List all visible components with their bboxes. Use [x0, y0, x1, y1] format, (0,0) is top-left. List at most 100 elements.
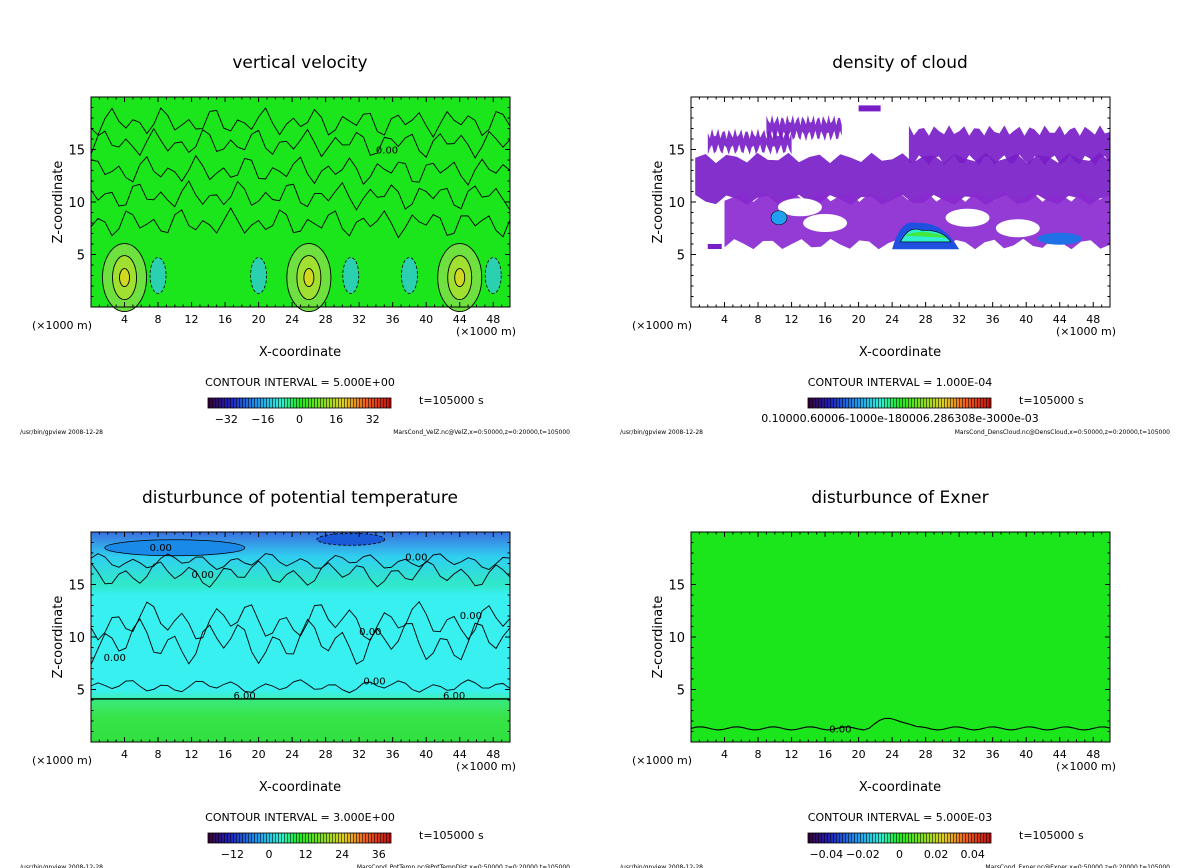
contour-interval: CONTOUR INTERVAL = 5.000E-03 [808, 811, 992, 824]
downdraft-region [484, 257, 502, 294]
y-tick-label: 5 [77, 249, 85, 264]
x-tick-label: 16 [818, 313, 832, 326]
updraft-core-center [454, 268, 466, 288]
colorbar-frame [207, 832, 392, 844]
cold-cell [104, 539, 246, 557]
colorbar-tick-label: 12 [299, 848, 313, 861]
downdraft-region [342, 257, 360, 294]
x-tick-label: 4 [121, 748, 128, 761]
x-tick-label: 20 [852, 748, 866, 761]
field-background [691, 532, 1110, 742]
contour-interval: CONTOUR INTERVAL = 3.000E+00 [205, 811, 395, 824]
x-tick-label: 44 [1053, 313, 1067, 326]
x-tick-label: 24 [285, 313, 299, 326]
contour-label: 0.00 [363, 676, 385, 687]
x-axis-label: X-coordinate [859, 345, 941, 360]
x-tick-label: 24 [285, 748, 299, 761]
contour-interval: CONTOUR INTERVAL = 1.000E-04 [808, 376, 992, 389]
time-label: t=105000 s [1019, 829, 1084, 842]
contour-line [90, 180, 511, 211]
x-tick-label: 4 [721, 748, 728, 761]
contour-interval: CONTOUR INTERVAL = 5.000E+00 [205, 376, 395, 389]
contour-line [690, 717, 1111, 731]
y-tick-label: 10 [68, 196, 85, 211]
chart-title: disturbunce of potential temperature [142, 488, 458, 508]
y-tick-label: 10 [68, 631, 85, 646]
x-tick-label: 28 [919, 313, 933, 326]
x-tick-label: 32 [952, 313, 966, 326]
contour-line [90, 207, 511, 239]
x-tick-label: 40 [1019, 748, 1033, 761]
colorbar-tick-label: −0.04 [809, 848, 843, 861]
x-tick-label: 12 [185, 313, 199, 326]
colorbar-tick-label: −12 [221, 848, 244, 861]
colorbar-tick-label: 0.10000.60006-1000e-180006.286308e-3000e… [761, 412, 1039, 425]
x-tick-label: 8 [155, 748, 162, 761]
x-unit-label-right: (×1000 m) [1056, 760, 1116, 773]
x-tick-label: 16 [818, 748, 832, 761]
x-unit-label-right: (×1000 m) [456, 325, 516, 338]
contour-line [90, 127, 511, 159]
colorbar-tick-label: 0.02 [924, 848, 949, 861]
cloud-gap [945, 208, 990, 227]
contour-line [90, 679, 511, 694]
colorbar-tick-label: 0.04 [960, 848, 985, 861]
x-axis-label: X-coordinate [859, 780, 941, 795]
x-tick-label: 28 [919, 748, 933, 761]
y-tick-label: 10 [668, 196, 685, 211]
x-tick-label: 48 [486, 748, 500, 761]
x-unit-label-left: (×1000 m) [32, 754, 92, 767]
footer-source: MarsCond_VelZ.nc@VelZ,x=0:50000,z=0:2000… [393, 429, 570, 436]
colorbar: −12 0 12 24 36 [207, 832, 392, 861]
colorbar-tick-label: −32 [215, 413, 238, 426]
cloud-core-small [770, 210, 788, 226]
y-tick-label: 15 [68, 144, 85, 159]
x-tick-label: 36 [386, 313, 400, 326]
y-axis-label: Z-coordinate [51, 596, 66, 679]
x-tick-label: 44 [453, 313, 467, 326]
x-tick-label: 28 [319, 748, 333, 761]
time-label: t=105000 s [419, 829, 484, 842]
downdraft-region [250, 257, 268, 294]
contour-label: 0.00 [104, 653, 126, 664]
chart-panel-3: disturbunce of potential temperature 0.00… [20, 488, 570, 868]
colorbar-levels [808, 833, 991, 843]
x-tick-label: 32 [352, 748, 366, 761]
footer-command: /usr/bin/gpview 2008-12-28 [620, 429, 703, 436]
x-unit-label-right: (×1000 m) [456, 760, 516, 773]
x-unit-label-left: (×1000 m) [632, 319, 692, 332]
x-tick-label: 36 [986, 748, 1000, 761]
y-tick-label: 15 [668, 579, 685, 594]
cloud-layer [695, 152, 1110, 206]
x-tick-label: 48 [486, 313, 500, 326]
plot-field: 0.00 [90, 97, 511, 313]
x-tick-label: 44 [453, 748, 467, 761]
y-axis-label: Z-coordinate [51, 161, 66, 244]
cloud-layer [766, 114, 842, 142]
contour-label: 0.00 [192, 570, 214, 581]
x-tick-label: 40 [419, 748, 433, 761]
y-tick-label: 5 [77, 684, 85, 699]
contour-label: 0.00 [359, 627, 381, 638]
x-axis-label: X-coordinate [259, 345, 341, 360]
chart-title: disturbunce of Exner [811, 488, 988, 508]
plot-field [691, 97, 1110, 307]
x-tick-label: 12 [785, 748, 799, 761]
x-tick-label: 32 [352, 313, 366, 326]
time-label: t=105000 s [1019, 394, 1084, 407]
x-tick-label: 48 [1086, 313, 1100, 326]
contour-label: 0.00 [405, 552, 427, 563]
contour-line [90, 553, 511, 571]
x-tick-label: 20 [852, 313, 866, 326]
cloud-gap [777, 198, 822, 217]
y-axis-label: Z-coordinate [651, 596, 666, 679]
contour-line [90, 600, 511, 641]
plot-field: 0.00 0.00 0.00 0.00 0.00 0.00 0.00 6.00 6.00 [90, 532, 511, 742]
contour-line [90, 107, 511, 139]
x-tick-label: 16 [218, 313, 232, 326]
cloud-core-peak [904, 231, 947, 238]
colorbar-levels [208, 833, 391, 843]
colorbar: 0.10000.60006-1000e-180006.286308e-3000e… [761, 397, 1039, 425]
